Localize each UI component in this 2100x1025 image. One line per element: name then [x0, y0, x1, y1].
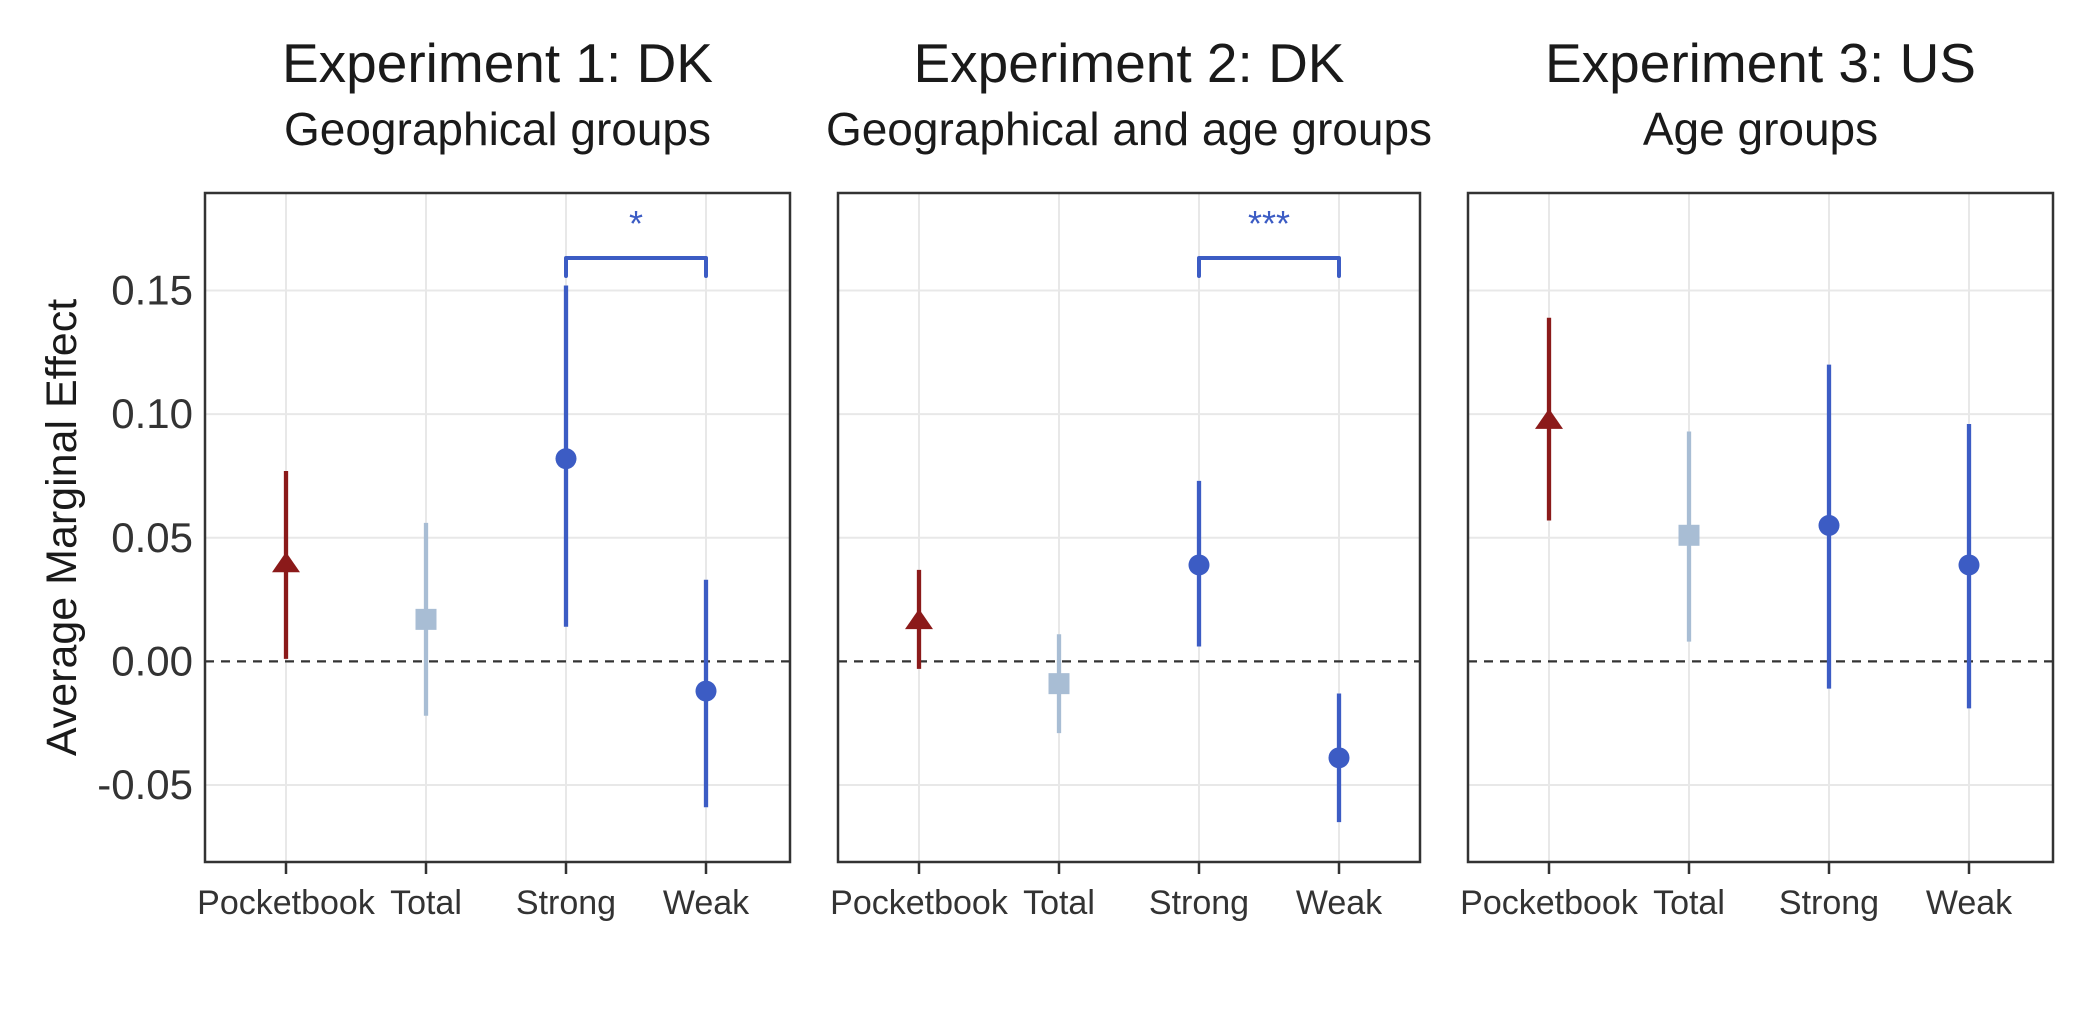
- svg-text:Experiment 2: DK: Experiment 2: DK: [913, 32, 1344, 94]
- svg-text:Total: Total: [390, 884, 462, 922]
- svg-text:Experiment 3: US: Experiment 3: US: [1545, 32, 1976, 94]
- svg-text:Weak: Weak: [1926, 884, 2013, 922]
- svg-text:Total: Total: [1653, 884, 1725, 922]
- svg-text:Average Marginal Effect: Average Marginal Effect: [38, 299, 86, 756]
- svg-text:Strong: Strong: [1149, 884, 1249, 922]
- svg-text:Pocketbook: Pocketbook: [830, 884, 1009, 922]
- svg-text:Age groups: Age groups: [1643, 103, 1878, 155]
- svg-text:0.05: 0.05: [111, 514, 193, 561]
- svg-text:0.10: 0.10: [111, 390, 193, 437]
- svg-text:Experiment 1: DK: Experiment 1: DK: [282, 32, 713, 94]
- svg-text:Weak: Weak: [663, 884, 750, 922]
- svg-text:-0.05: -0.05: [97, 761, 193, 808]
- svg-text:0.00: 0.00: [111, 637, 193, 684]
- svg-text:Strong: Strong: [516, 884, 616, 922]
- svg-text:Geographical and age groups: Geographical and age groups: [826, 103, 1432, 155]
- svg-text:Pocketbook: Pocketbook: [197, 884, 376, 922]
- svg-text:Strong: Strong: [1779, 884, 1879, 922]
- svg-text:Weak: Weak: [1296, 884, 1383, 922]
- svg-text:*: *: [629, 203, 643, 244]
- svg-text:Geographical groups: Geographical groups: [284, 103, 711, 155]
- svg-text:Pocketbook: Pocketbook: [1460, 884, 1639, 922]
- svg-text:Total: Total: [1023, 884, 1095, 922]
- svg-text:0.15: 0.15: [111, 267, 193, 314]
- svg-text:***: ***: [1248, 203, 1290, 244]
